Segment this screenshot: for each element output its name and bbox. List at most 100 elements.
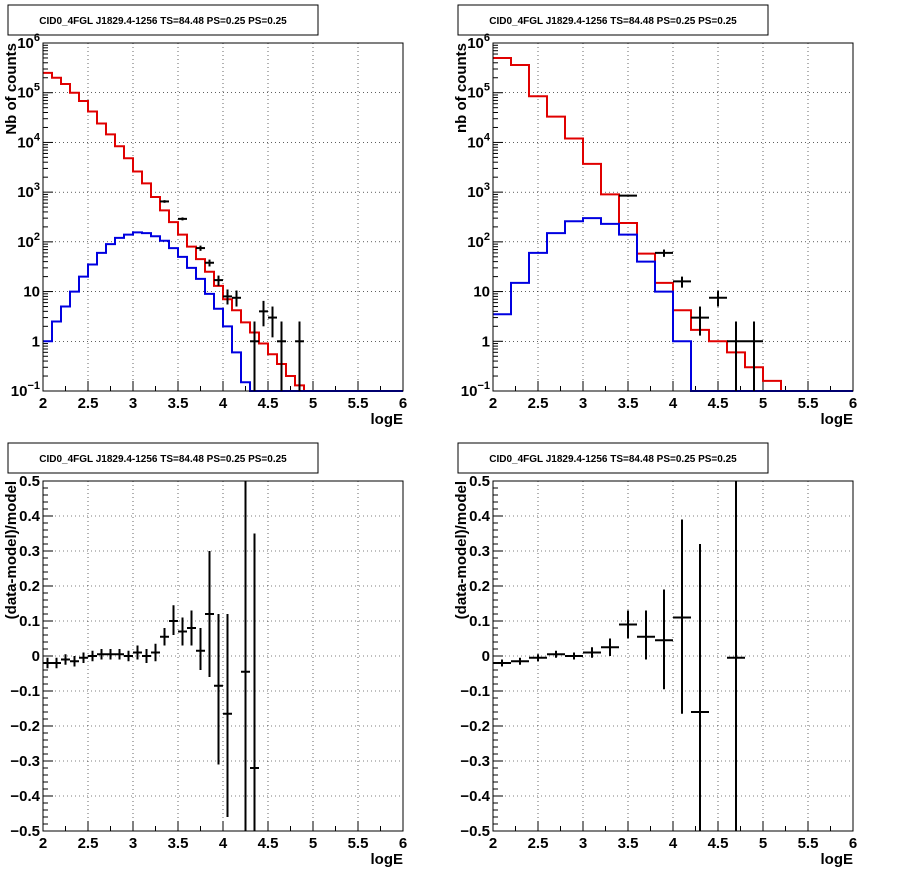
data-point [673,519,691,714]
x-tick-label: 3 [579,835,587,852]
y-tick-value: 0.3 [469,543,490,560]
x-axis-label: logE [821,851,854,868]
y-tick-label: 0.2 [469,578,490,595]
x-tick-label: 6 [849,395,857,412]
data-point [619,194,637,197]
y-tick-value: −0.1 [10,683,40,700]
chart-panel-4: CID0_4FGL J1829.4-1256 TS=84.48 PS=0.25 … [453,442,857,868]
x-tick-label: 4.5 [708,395,729,412]
x-tick-label: 2 [489,835,497,852]
y-tick-value: −0.2 [10,718,40,735]
data-point [178,217,187,221]
y-tick-exponent: 3 [484,181,490,193]
y-tick-label: 102 [17,231,40,251]
y-axis-label: (data-model)/model [453,481,470,619]
data-point [673,276,691,288]
y-tick-label: 106 [467,32,490,52]
chart-title-box [7,442,319,474]
y-tick-label: 104 [17,131,41,151]
x-tick-label: 2 [39,835,47,852]
data-point [601,638,619,656]
y-tick-label: 10−1 [11,380,40,400]
data-point [583,647,601,658]
data-point [295,321,304,391]
y-tick-label: 0.3 [469,543,490,560]
chart-panel-3: CID0_4FGL J1829.4-1256 TS=84.48 PS=0.25 … [3,442,407,868]
y-tick-exponent: −1 [27,380,40,392]
y-tick-label: 106 [17,32,40,52]
x-tick-label: 2.5 [528,835,549,852]
data-point [745,321,763,391]
x-tick-label: 6 [849,835,857,852]
y-tick-exponent: 5 [34,82,40,94]
y-tick-label: 0 [32,648,40,665]
y-tick-value: −0.1 [460,683,490,700]
series-line-2 [493,217,853,392]
y-tick-label: 0.1 [19,613,40,630]
chart-title: CID0_4FGL J1829.4-1256 TS=84.48 PS=0.25 … [39,454,287,465]
y-tick-base: 10 [467,85,484,102]
data-point [268,306,277,338]
x-tick-label: 5.5 [348,395,369,412]
data-point [106,649,115,660]
y-tick-base: 10 [467,184,484,201]
y-axis-label: (data-model)/model [3,481,20,619]
y-tick-base: 10 [461,383,478,400]
plot-frame [42,42,404,392]
x-tick-label: 4 [219,835,228,852]
y-tick-value: 0.1 [19,613,40,630]
y-tick-exponent: 5 [484,82,490,94]
data-point [241,481,250,831]
plot-frame [492,42,854,392]
y-tick-value: −0.3 [460,753,490,770]
y-tick-label: −0.3 [10,753,40,770]
y-tick-label: −0.3 [460,753,490,770]
y-tick-exponent: 2 [34,231,40,243]
data-point [178,617,187,646]
y-tick-value: −0.3 [10,753,40,770]
y-tick-label: 103 [467,181,490,201]
data-point [205,259,214,267]
data-point [169,605,178,635]
x-tick-label: 3.5 [168,395,189,412]
y-tick-value: 0.2 [19,578,40,595]
y-tick-base: 10 [467,35,484,52]
y-tick-value: 0.4 [469,508,491,525]
data-point [493,659,511,667]
data-point [214,614,223,765]
x-tick-label: 5.5 [348,835,369,852]
data-point [637,610,655,660]
data-point [259,300,268,327]
data-point [187,610,196,646]
y-tick-value: −0.4 [10,788,40,805]
y-tick-exponent: 4 [484,131,491,143]
data-point [223,614,232,817]
data-point [619,610,637,639]
x-tick-label: 2 [489,395,497,412]
y-tick-exponent: 6 [484,32,490,44]
y-tick-base: 10 [17,134,34,151]
data-point [52,657,61,669]
y-tick-value: −0.5 [10,823,40,840]
x-tick-label: 4 [669,835,678,852]
y-tick-exponent: 4 [34,131,41,143]
y-tick-value: 0.5 [469,473,490,490]
y-tick-value: 0.4 [19,508,41,525]
y-tick-value: −0.5 [460,823,490,840]
y-tick-label: −0.4 [460,788,490,805]
y-tick-value: −0.4 [460,788,490,805]
x-tick-label: 5.5 [798,395,819,412]
data-point [142,649,151,663]
data-point [709,290,727,307]
x-axis-label: logE [371,851,404,868]
data-point [727,481,745,831]
y-tick-label: 0 [482,648,490,665]
data-point [232,290,241,307]
y-tick-label: 1 [482,333,490,350]
y-tick-base: 10 [17,184,34,201]
x-axis-label: logE [371,411,404,428]
plot-frame [42,480,404,832]
y-tick-label: −0.2 [10,718,40,735]
data-point [547,650,565,658]
